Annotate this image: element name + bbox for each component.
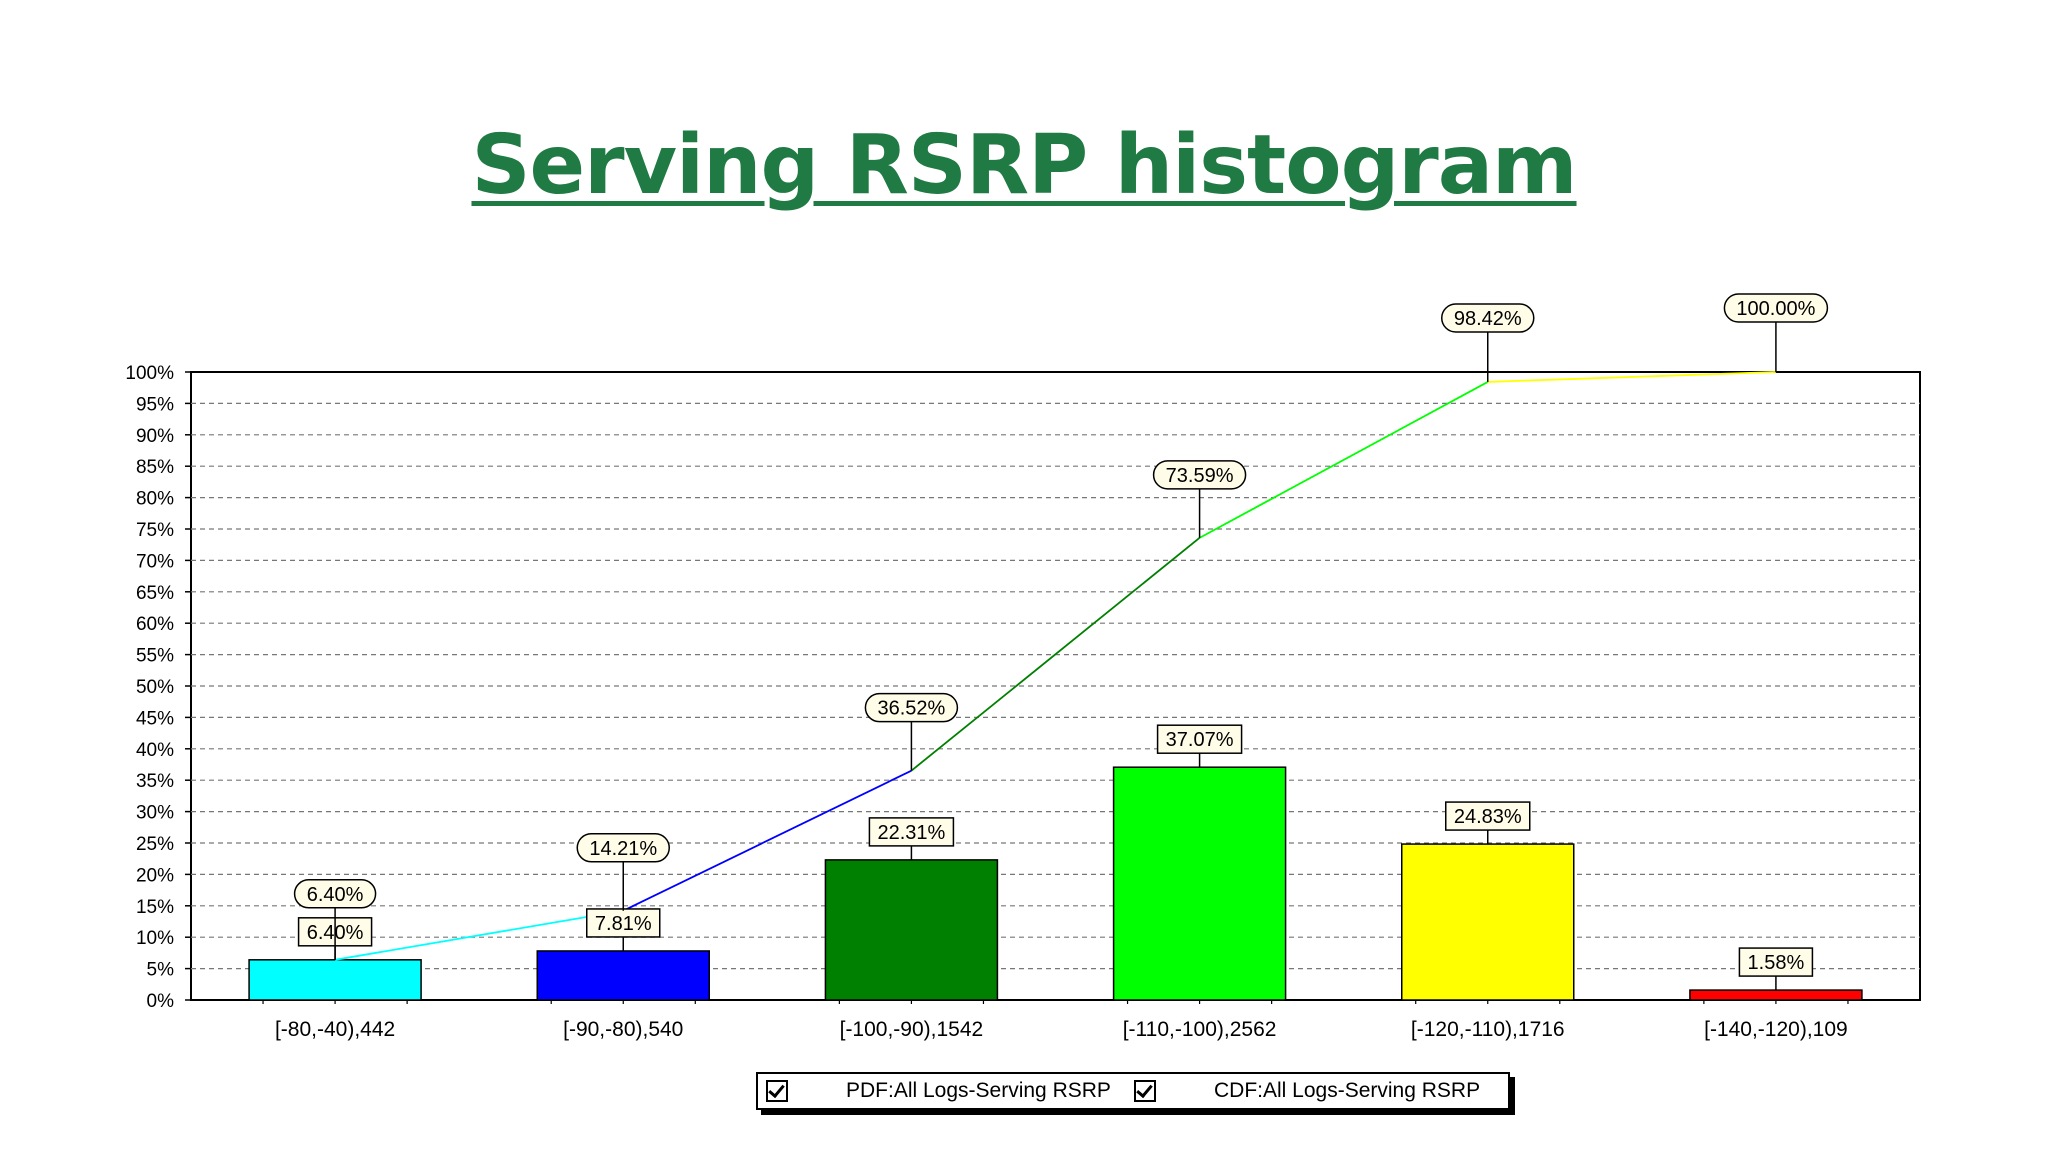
cdf-value-label: 73.59%	[1166, 465, 1234, 487]
title-text: Serving RSRP histogram	[471, 118, 1577, 213]
cdf-value-label-box	[576, 833, 670, 863]
pdf-bar	[824, 859, 999, 1001]
y-tick-label: 65%	[136, 583, 174, 604]
cdf-segment	[1199, 381, 1489, 539]
legend: PDF:All Logs-Serving RSRP CDF:All Logs-S…	[756, 1072, 1510, 1110]
cdf-line	[334, 371, 1776, 961]
cdf-value-label: 6.40%	[307, 884, 364, 906]
cdf-value-label-box	[1152, 460, 1247, 490]
y-tick-label: 20%	[136, 865, 174, 886]
y-tick-label: 40%	[136, 740, 174, 761]
cdf-checkbox[interactable]	[1134, 1080, 1156, 1102]
x-category-label: [-80,-40),442	[275, 1018, 395, 1041]
y-tick-label: 70%	[136, 551, 174, 572]
cdf-value-label: 100.00%	[1736, 298, 1815, 320]
y-tick-label: 100%	[125, 363, 174, 384]
data-labels: 6.40% 7.81%22.31%37.07%24.83%1.58%6.40%14…	[293, 293, 1829, 991]
y-tick-label: 45%	[136, 708, 174, 729]
y-tick-label: 60%	[136, 614, 174, 635]
cdf-segment	[1487, 371, 1776, 383]
x-category-label: [-90,-80),540	[563, 1018, 683, 1041]
pdf-value-label-box	[1445, 801, 1531, 831]
pdf-bar	[1401, 843, 1575, 1001]
y-tick-label: 95%	[136, 394, 174, 415]
y-tick-label: 15%	[136, 897, 174, 918]
pdf-value-label: 7.81%	[595, 913, 652, 935]
pdf-bar	[1112, 766, 1287, 1001]
y-tick-label: 75%	[136, 520, 174, 541]
y-tick-label: 90%	[136, 426, 174, 447]
pdf-value-label-box	[586, 908, 661, 938]
page-title: Serving RSRP histogram	[0, 118, 2048, 213]
cdf-segment	[910, 537, 1201, 772]
pdf-checkbox[interactable]	[766, 1080, 788, 1102]
cdf-value-label-box	[293, 879, 377, 909]
pdf-bar	[1689, 989, 1863, 1001]
cdf-segment	[622, 769, 912, 912]
y-tick-label: 25%	[136, 834, 174, 855]
y-tick-label: 5%	[147, 960, 175, 981]
legend-label-cdf: CDF:All Logs-Serving RSRP	[1214, 1079, 1481, 1102]
x-category-label: [-100,-90),1542	[840, 1018, 984, 1041]
cdf-value-label-box	[1723, 293, 1829, 323]
pdf-value-label: 22.31%	[877, 822, 945, 844]
legend-item-cdf[interactable]: CDF:All Logs-Serving RSRP	[1134, 1074, 1480, 1108]
cdf-segment	[334, 909, 624, 961]
y-tick-label: 85%	[136, 457, 174, 478]
y-tick-label: 55%	[136, 646, 174, 667]
pdf-value-label-box	[1156, 724, 1243, 754]
grid-lines	[190, 371, 1921, 1001]
y-axis-ticks: 0% 5% 10% 15% 20% 25% 30% 35% 40% 45% 50% 55% 60% 65%…	[125, 363, 191, 1012]
x-axis: [-80,-40),442 [-90,-80),540 [-100,-90),154…	[262, 1000, 1849, 1041]
pdf-value-label-box	[868, 817, 955, 847]
pdf-value-label-box	[1738, 947, 1814, 977]
pdf-value-label: 24.83%	[1454, 806, 1522, 828]
pdf-bar	[248, 959, 422, 1001]
y-tick-label: 50%	[136, 677, 174, 698]
cdf-value-label-box	[864, 692, 959, 723]
y-tick-label: 30%	[136, 803, 174, 824]
cdf-value-label-box	[1441, 303, 1535, 333]
cdf-value-label: 36.52%	[877, 698, 945, 720]
pdf-value-label: 1.58%	[1748, 952, 1805, 974]
x-category-label: [-120,-110),1716	[1411, 1018, 1565, 1041]
legend-item-pdf[interactable]: PDF:All Logs-Serving RSRP	[766, 1074, 1111, 1108]
y-tick-label: 10%	[136, 928, 174, 949]
pdf-value-label: 37.07%	[1166, 729, 1234, 751]
legend-label-pdf: PDF:All Logs-Serving RSRP	[846, 1079, 1111, 1102]
cdf-value-label: 98.42%	[1454, 308, 1522, 330]
y-tick-label: 80%	[136, 489, 174, 510]
x-category-label: [-110,-100),2562	[1123, 1018, 1277, 1041]
y-tick-label: 35%	[136, 771, 174, 792]
pdf-bar	[536, 950, 710, 1001]
cdf-value-label: 14.21%	[589, 838, 657, 860]
x-category-label: [-140,-120),109	[1704, 1018, 1848, 1041]
y-tick-label: 0%	[147, 991, 175, 1012]
